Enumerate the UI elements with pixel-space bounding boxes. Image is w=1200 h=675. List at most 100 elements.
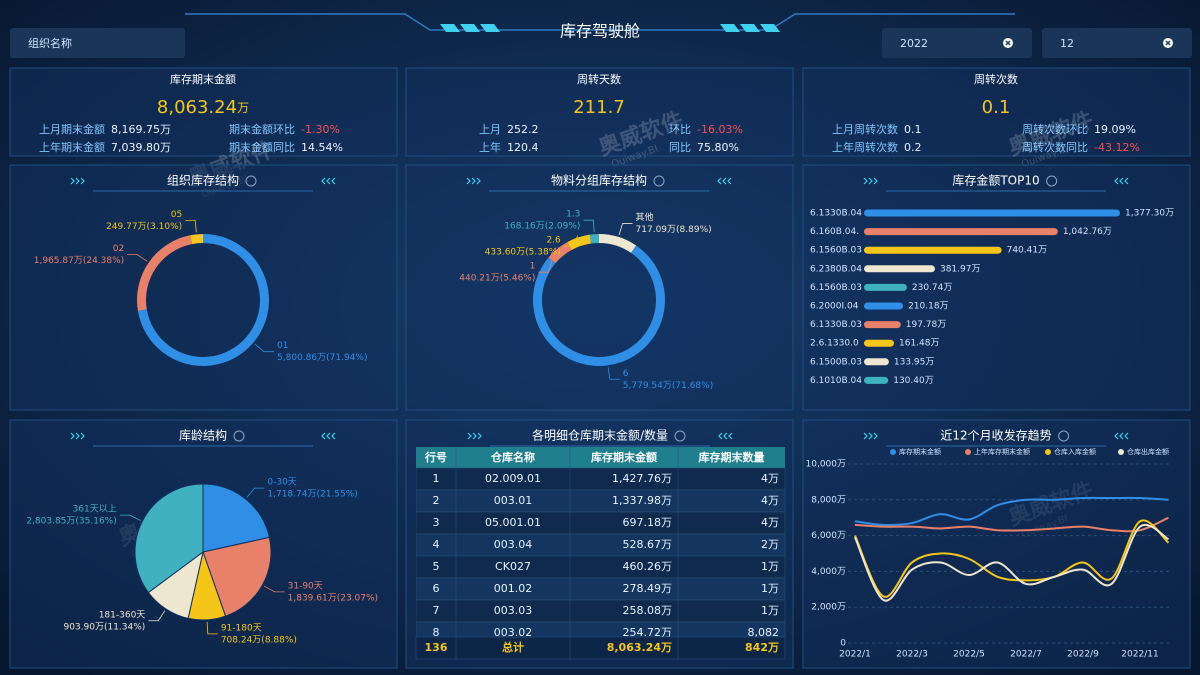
help-icon[interactable] [245, 175, 257, 187]
bar-value-label: 1,377.30万 [1125, 209, 1174, 219]
bar-value-label: 130.40万 [893, 376, 934, 386]
org-placeholder: 组织名称 [28, 36, 72, 50]
title-chevrons [863, 432, 878, 440]
month-select[interactable] [1042, 28, 1192, 58]
table-cell: 003.02 [494, 626, 533, 639]
kpi-value: 211.7 [573, 97, 625, 118]
kpi-value: 8,063.24万 [157, 97, 249, 118]
kpi-item-value: -16.03% [697, 123, 743, 136]
slice [190, 234, 203, 245]
slice-value-label: 1,718.74万(21.55%) [267, 490, 357, 500]
bar-category: 6.1560B.03 [810, 246, 862, 256]
bar-category: 6.160B.04. [810, 227, 859, 237]
panel-title: 各明细仓库期末金额/数量 [532, 428, 668, 443]
series-line [854, 496, 1169, 526]
table-cell: 001.02 [494, 582, 533, 595]
slice-category: 0-30天 [267, 478, 296, 488]
bar [864, 339, 895, 347]
kpi-item-label: 上年 [479, 140, 501, 154]
table-header: 行号 [424, 450, 447, 464]
kpi-item-label: 上月期末金额 [39, 122, 105, 136]
series-line [854, 523, 1170, 602]
table-cell: 003.01 [494, 494, 533, 507]
panel-title: 物料分组库存结构 [551, 173, 647, 188]
legend-label: 库存期末金额 [899, 447, 941, 456]
kpi-title: 周转次数 [974, 72, 1018, 86]
bar [864, 283, 907, 291]
title-chevrons [321, 432, 336, 440]
kpi-number: 211.7 [573, 97, 625, 118]
header-stripe [440, 24, 460, 32]
org-select[interactable] [10, 28, 185, 58]
kpi-value: 0.1 [982, 97, 1011, 118]
kpi-unit: 万 [237, 101, 249, 115]
slice [137, 235, 192, 311]
year-select[interactable] [882, 28, 1032, 58]
slice-category: 05 [171, 210, 182, 220]
help-icon[interactable] [674, 430, 686, 442]
table-cell: CK027 [495, 560, 531, 573]
header-decoration [185, 13, 1015, 31]
bar-category: 6.1330B.04 [810, 209, 862, 219]
slice-category: 其他 [636, 211, 654, 223]
slice-category: 1 [530, 262, 536, 272]
slice-value-label: 5,779.54万(71.68%) [623, 381, 713, 391]
help-icon[interactable] [1058, 430, 1070, 442]
header-stripe [740, 24, 760, 32]
bar [864, 209, 1120, 217]
x-tick-label: 2022/3 [896, 650, 928, 660]
help-icon[interactable] [653, 175, 665, 187]
slice-value-label: 1,839.61万(23.07%) [288, 593, 378, 603]
slice-value-label: 1,965.87万(24.38%) [34, 256, 124, 266]
title-chevrons [718, 432, 733, 440]
kpi-item-value: 0.1 [904, 123, 922, 136]
bar-value-label: 230.74万 [912, 283, 953, 293]
table-cell: 4万 [761, 472, 779, 485]
title-chevrons [467, 432, 482, 440]
bar-category: 6.1500B.03 [810, 357, 862, 367]
leader-line [185, 219, 197, 233]
leader-line [246, 487, 265, 498]
help-icon[interactable] [233, 430, 245, 442]
kpi-title: 周转天数 [577, 72, 621, 86]
kpi-item-value: 14.54% [301, 141, 343, 154]
kpi-item-label: 期末金额环比 [229, 122, 295, 136]
bar-value-label: 161.48万 [899, 339, 940, 349]
table-body: 1 02.009.01 1,427.76万 4万 2 003.01 1,337.98万 4万 3… [416, 467, 786, 639]
year-value: 2022 [900, 37, 928, 50]
table-total: 总计 [502, 640, 524, 654]
slice [134, 483, 204, 594]
leader-line [148, 610, 166, 622]
slice-category: 181-360天 [99, 610, 146, 620]
y-tick-label: 2,000万 [811, 603, 846, 613]
slice-value-label: 2,803.85万(35.16%) [26, 517, 116, 527]
leader-line [538, 247, 557, 273]
leader-line [206, 621, 218, 635]
bar-category: 2.6.1330.0 [810, 339, 859, 349]
x-tick-label: 2022/9 [1067, 650, 1099, 660]
y-tick-label: 0 [840, 639, 846, 649]
panel-title: 库存金额TOP10 [952, 173, 1039, 188]
table-cell: 003.03 [494, 604, 533, 617]
leader-line [119, 514, 141, 521]
table-header: 库存期末金额 [591, 450, 657, 464]
slice-category: 2.6 [546, 236, 561, 246]
kpi-title: 库存期末金额 [170, 72, 236, 86]
bar-category: 6.1010B.04 [810, 376, 862, 386]
help-icon[interactable] [1046, 175, 1058, 187]
bar [864, 321, 901, 329]
table-cell: 1万 [761, 582, 779, 595]
leader-line [263, 585, 285, 593]
bar-value-label: 210.18万 [908, 302, 949, 312]
clear-x [1005, 40, 1011, 46]
kpi-item-value: 252.2 [507, 123, 539, 136]
panel [405, 164, 794, 411]
bar [864, 302, 904, 310]
table-row [416, 467, 786, 491]
table-cell: 1,427.76万 [612, 472, 672, 485]
panel [9, 164, 398, 411]
kpi-item-value: 0.2 [904, 141, 922, 154]
kpi-item-value: 8,169.75万 [111, 123, 171, 136]
table-header: 仓库名称 [490, 450, 535, 464]
kpi-number: 0.1 [982, 97, 1011, 118]
